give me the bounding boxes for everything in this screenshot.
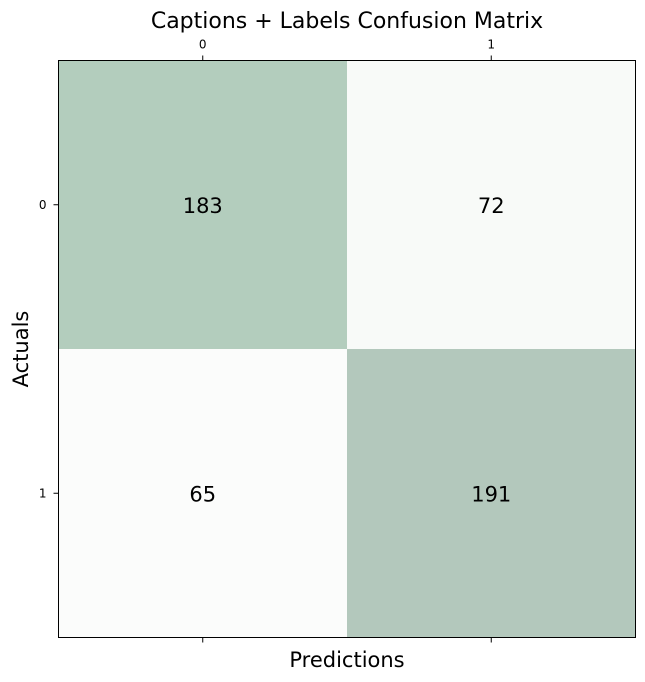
x-axis-label: Predictions (289, 648, 404, 672)
cell-value-0-0: 183 (183, 194, 223, 218)
y-tick-label-1: 1 (39, 486, 47, 500)
y-tick-label-0: 0 (39, 198, 47, 212)
matrix-cell-0-1 (347, 60, 636, 349)
x-tick-label-1: 1 (487, 38, 495, 52)
plot-frame (58, 60, 636, 638)
x-tick-label-0: 0 (199, 38, 207, 52)
y-ticks: 01 (39, 198, 59, 500)
cell-value-1-1: 191 (471, 482, 511, 506)
cell-value-0-1: 72 (478, 194, 505, 218)
matrix-cell-1-1 (347, 349, 636, 638)
matrix-cells: 183 72 65 191 (58, 60, 636, 638)
cell-value-1-0: 65 (189, 482, 216, 506)
matrix-cell-1-0 (58, 349, 347, 638)
matrix-cell-0-0 (58, 60, 347, 349)
y-axis-label: Actuals (9, 311, 33, 388)
chart-title: Captions + Labels Confusion Matrix (151, 9, 543, 34)
